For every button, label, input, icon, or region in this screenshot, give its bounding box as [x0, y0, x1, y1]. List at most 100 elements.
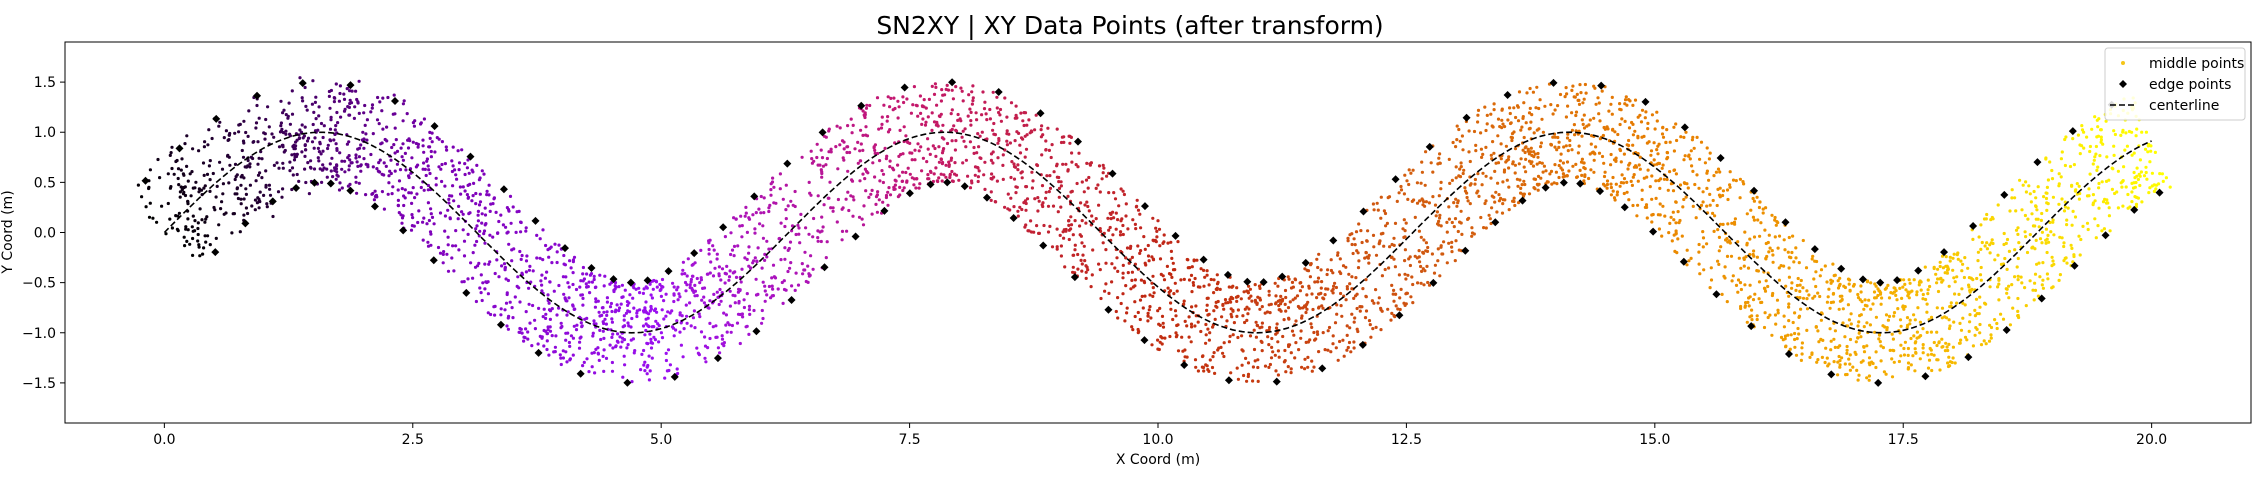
middle-point — [1017, 215, 1020, 218]
middle-point — [1648, 140, 1651, 143]
middle-point — [1158, 228, 1161, 231]
middle-point — [376, 96, 379, 99]
middle-point — [1594, 145, 1597, 148]
middle-point — [545, 271, 548, 274]
middle-point — [1651, 113, 1654, 116]
middle-point — [1052, 205, 1055, 208]
middle-point — [1675, 201, 1678, 204]
middle-point — [492, 305, 495, 308]
middle-point — [1993, 318, 1996, 321]
middle-point — [693, 294, 696, 297]
middle-point — [1035, 114, 1038, 117]
middle-point — [969, 124, 972, 127]
middle-point — [1566, 160, 1569, 163]
middle-point — [528, 265, 531, 268]
middle-point — [2065, 262, 2068, 265]
middle-point — [2078, 185, 2081, 188]
middle-point — [544, 277, 547, 280]
middle-point — [1848, 363, 1851, 366]
middle-point — [950, 157, 953, 160]
middle-point — [1856, 293, 1859, 296]
middle-point — [483, 287, 486, 290]
middle-point — [1143, 295, 1146, 298]
middle-point — [1758, 297, 1761, 300]
middle-point — [858, 179, 861, 182]
middle-point — [1405, 222, 1408, 225]
middle-point — [1406, 198, 1409, 201]
middle-point — [1354, 243, 1357, 246]
middle-point — [377, 161, 380, 164]
middle-point — [1435, 214, 1438, 217]
middle-point — [335, 82, 338, 85]
middle-point — [1097, 204, 1100, 207]
middle-point — [763, 259, 766, 262]
middle-point — [700, 278, 703, 281]
middle-point — [1278, 356, 1281, 359]
middle-point — [602, 322, 605, 325]
middle-point — [1307, 269, 1310, 272]
y-tick-label: −0.5 — [22, 276, 56, 292]
edge-point — [1717, 154, 1725, 162]
middle-point — [2059, 273, 2062, 276]
middle-point — [196, 239, 199, 242]
middle-point — [1778, 279, 1781, 282]
middle-point — [1783, 248, 1786, 251]
middle-point — [338, 100, 341, 103]
middle-point — [2070, 247, 2073, 250]
middle-point — [1914, 318, 1917, 321]
middle-point — [1702, 245, 1705, 248]
middle-point — [1468, 129, 1471, 132]
middle-point — [1315, 258, 1318, 261]
middle-point — [1534, 106, 1537, 109]
middle-point — [1188, 315, 1191, 318]
middle-point — [1841, 321, 1844, 324]
middle-point — [348, 102, 351, 105]
middle-point — [1717, 263, 1720, 266]
edge-point — [1109, 170, 1117, 178]
middle-point — [342, 93, 345, 96]
middle-point — [1616, 193, 1619, 196]
middle-point — [934, 155, 937, 158]
middle-point — [1925, 311, 1928, 314]
middle-point — [1592, 85, 1595, 88]
middle-point — [771, 294, 774, 297]
middle-point — [1446, 261, 1449, 264]
middle-point — [825, 136, 828, 139]
x-tick-label: 7.5 — [898, 432, 920, 448]
middle-point — [2058, 279, 2061, 282]
middle-point — [473, 244, 476, 247]
middle-point — [1147, 244, 1150, 247]
middle-point — [1126, 227, 1129, 230]
middle-point — [1290, 286, 1293, 289]
middle-point — [1619, 123, 1622, 126]
x-tick-label: 17.5 — [1888, 432, 1919, 448]
middle-point — [1690, 164, 1693, 167]
middle-point — [1007, 133, 1010, 136]
middle-point — [1007, 193, 1010, 196]
middle-point — [1934, 273, 1937, 276]
middle-point — [390, 172, 393, 175]
middle-point — [1508, 208, 1511, 211]
edge-point — [587, 264, 595, 272]
middle-point — [1603, 175, 1606, 178]
middle-point — [1893, 291, 1896, 294]
middle-point — [1316, 266, 1319, 269]
middle-point — [169, 154, 172, 157]
middle-point — [1824, 361, 1827, 364]
middle-point — [1185, 324, 1188, 327]
middle-point — [1888, 315, 1891, 318]
middle-point — [1438, 152, 1441, 155]
middle-point — [1391, 243, 1394, 246]
middle-point — [531, 304, 534, 307]
middle-point — [1665, 128, 1668, 131]
middle-point — [2111, 188, 2114, 191]
middle-point — [713, 267, 716, 270]
middle-point — [689, 283, 692, 286]
middle-point — [301, 96, 304, 99]
middle-point — [1324, 348, 1327, 351]
middle-point — [797, 233, 800, 236]
middle-point — [293, 158, 296, 161]
middle-point — [1609, 103, 1612, 106]
middle-point — [1859, 335, 1862, 338]
middle-point — [1344, 266, 1347, 269]
